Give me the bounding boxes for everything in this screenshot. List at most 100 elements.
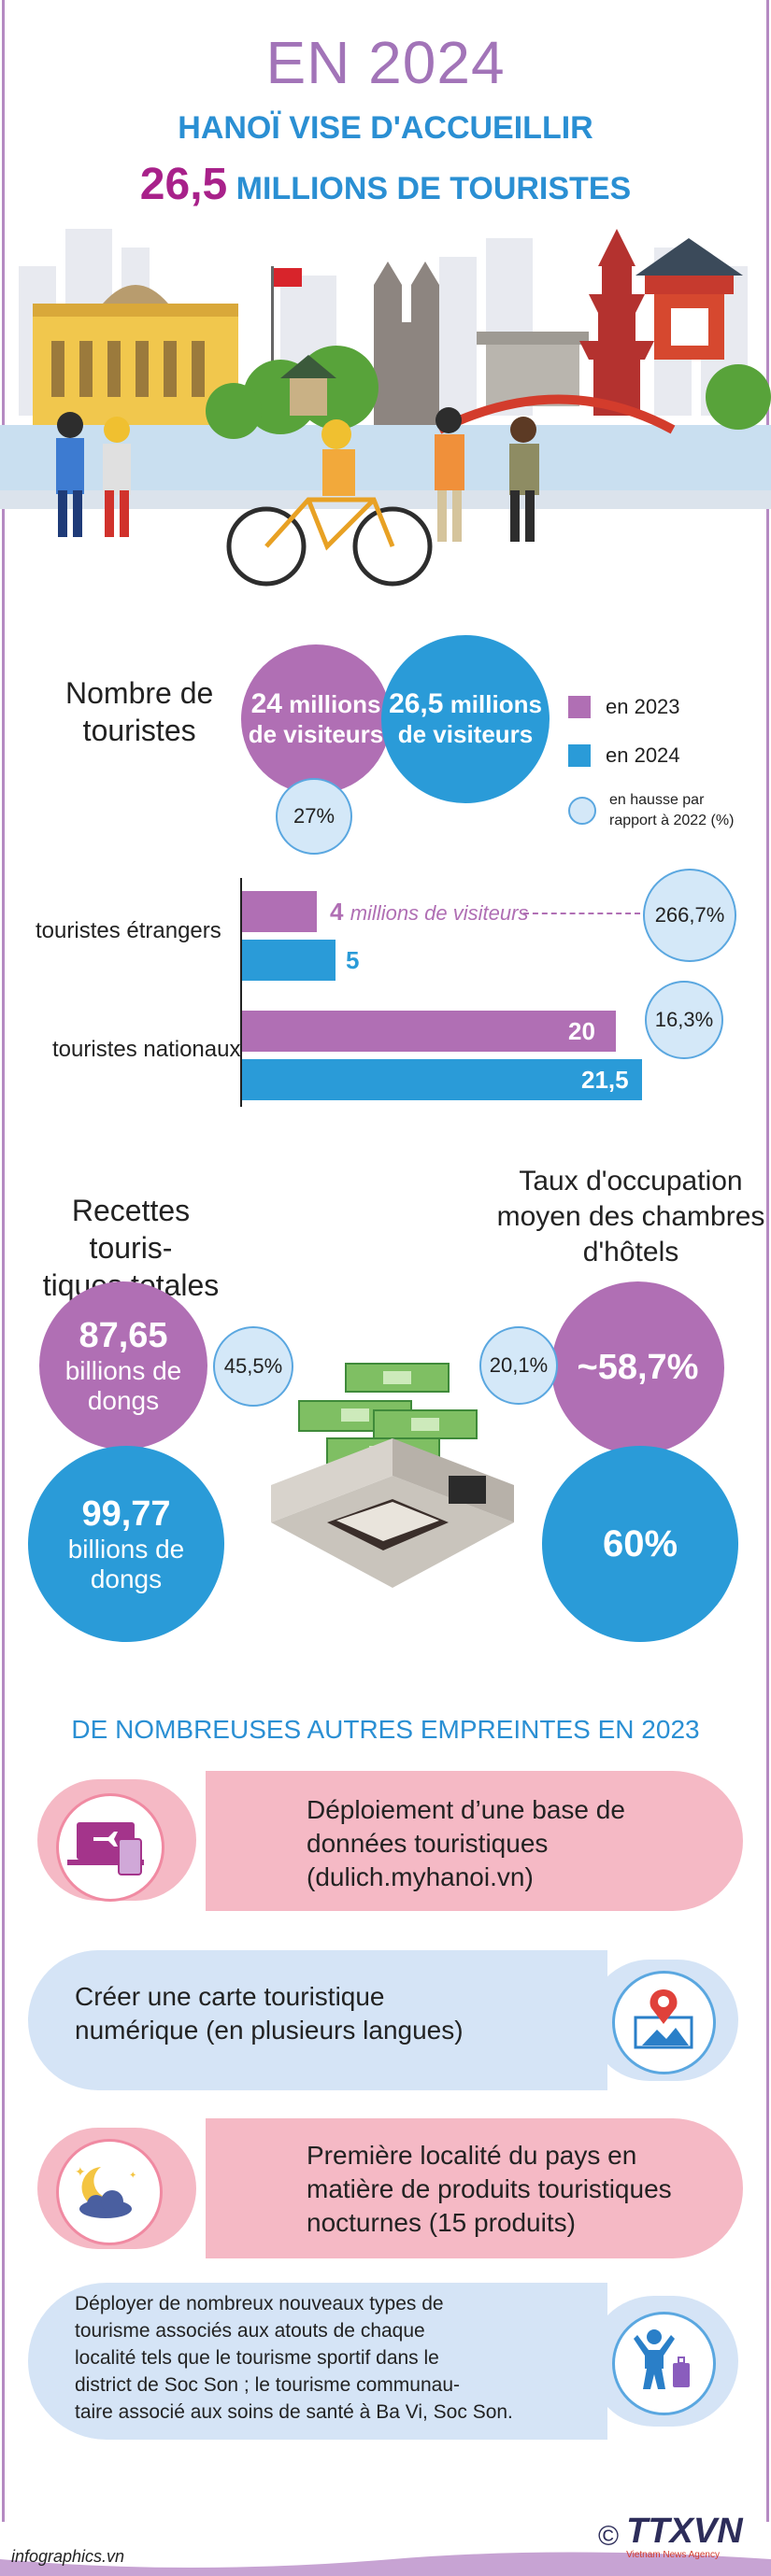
footprint-item-4-line1: Déployer de nombreux nouveaux types de	[75, 2293, 444, 2314]
footprint-item-2-line1: Créer une carte touristique	[75, 1982, 385, 2011]
footprint-item-4-line2: tourisme associés aux atouts de chaque	[75, 2320, 425, 2342]
bar-foreign-2024	[242, 940, 336, 981]
footer-bar	[0, 2522, 771, 2576]
occupancy-2024-value: 60%	[602, 1522, 678, 1564]
visitors-2024-unit: de visiteurs	[397, 720, 534, 748]
footprint-item-4-text: Déployer de nombreux nouveaux types de t…	[75, 2290, 513, 2426]
foreign-growth-circle: 266,7%	[643, 869, 736, 962]
footprint-item-4-bg	[28, 2283, 607, 2440]
footprint-item-1-line1: Déploiement d’une base de	[307, 1795, 625, 1824]
revenue-2023-value: 87,65	[79, 1315, 168, 1355]
revenue-2023-unit1: billions de	[64, 1355, 182, 1385]
footprint-item-4-icon-inner	[612, 2312, 716, 2415]
revenue-2023-circle: 87,65 billions de dongs	[39, 1281, 207, 1450]
footprint-item-1-line2: données touristiques	[307, 1829, 549, 1858]
bar-domestic-2024-value: 21,5	[581, 1066, 629, 1094]
visitors-2024-millions: millions	[450, 690, 542, 718]
footprint-item-3-line3: nocturnes (15 produits)	[307, 2208, 576, 2237]
money-hotel-room-illustration	[271, 1363, 514, 1588]
foreign-2023-number: 4	[330, 898, 344, 926]
bar-foreign-2023-value: 4 millions de visiteurs	[330, 898, 528, 927]
visitors-2023-millions: millions	[289, 690, 381, 718]
revenue-title: Recettes touris- tiques totales	[28, 1192, 234, 1304]
occupancy-title-line2: moyen des chambres	[496, 1201, 765, 1232]
occupancy-title-line3: d'hôtels	[582, 1237, 679, 1267]
revenue-2024-circle: 99,77 billions de dongs	[28, 1446, 224, 1642]
traveler-icon	[634, 2329, 690, 2389]
bar-domestic-2023	[242, 1011, 616, 1052]
revenue-growth-circle: 45,5%	[213, 1326, 293, 1407]
visitors-growth: 27%	[293, 804, 336, 828]
legend-swatch-2023	[568, 696, 591, 718]
subtitle-line2: 26,5 MILLIONS DE TOURISTES	[0, 159, 771, 210]
legend-2024: en 2024	[606, 743, 680, 767]
legend-2023: en 2023	[606, 695, 680, 718]
svg-text:✦: ✦	[129, 2171, 136, 2181]
visitors-2024-circle: 26,5 millions de visiteurs	[381, 635, 550, 803]
legend-swatch-growth	[568, 797, 596, 825]
visitors-2023-number: 24	[250, 688, 282, 719]
occupancy-2023-circle: ~58,7%	[551, 1281, 724, 1454]
footprint-item-3-line2: matière de produits touristiques	[307, 2174, 672, 2203]
subtitle-line1: HANOÏ VISE D'ACCUEILLIR	[178, 110, 593, 146]
footprints-heading: DE NOMBREUSES AUTRES EMPREINTES EN 2023	[71, 1715, 700, 1744]
revenue-2024-value: 99,77	[81, 1493, 171, 1534]
brand-agency: Vietnam News Agency	[626, 2550, 720, 2560]
domestic-growth: 16,3%	[654, 1008, 714, 1031]
foreign-2023-unit: millions de visiteurs	[350, 901, 529, 925]
revenue-title-line1: Recettes touris-	[71, 1194, 191, 1265]
footprint-item-2-text: Créer une carte touristique numérique (e…	[75, 1980, 464, 2047]
subtitle-rest: MILLIONS DE TOURISTES	[236, 171, 632, 206]
map-pin-icon	[634, 1989, 693, 2049]
subtitle-number: 26,5	[139, 160, 228, 209]
visitors-label: Nombre de touristes	[65, 674, 213, 749]
visitors-label-line1: Nombre de	[65, 676, 214, 710]
footer-brand: © TTXVN Vietnam News Agency	[598, 2512, 743, 2561]
svg-text:✦: ✦	[75, 2165, 86, 2180]
legend-growth-line2: rapport à 2022 (%)	[609, 813, 735, 828]
visitors-label-line2: touristes	[82, 714, 196, 747]
occupancy-title: Taux d'occupation moyen des chambres d'h…	[495, 1164, 766, 1270]
footer-wave	[0, 2522, 771, 2576]
brand-name: TTXVN	[626, 2512, 743, 2551]
footprint-item-3-line1: Première localité du pays en	[307, 2141, 637, 2170]
foreign-label: touristes étrangers	[36, 918, 221, 943]
foreign-growth: 266,7%	[654, 903, 725, 927]
footprint-item-1-line3: (dulich.myhanoi.vn)	[307, 1862, 534, 1891]
night-icon: ✦ ✦	[75, 2165, 136, 2218]
footprint-item-2-bg	[28, 1950, 607, 2090]
occupancy-2023-value: ~58,7%	[577, 1348, 699, 1387]
footprint-item-1-text: Déploiement d’une base de données touris…	[307, 1793, 625, 1894]
footprint-item-3-text: Première localité du pays en matière de …	[307, 2139, 672, 2240]
footprint-item-4-line3: localité tels que le tourisme sportif da…	[75, 2347, 439, 2369]
frame-left	[2, 0, 5, 2522]
footprint-item-1-bg	[206, 1771, 743, 1911]
visitors-2024-number: 26,5	[389, 688, 444, 719]
footprint-item-3-bg	[206, 2118, 743, 2258]
revenue-2023-unit2: dongs	[87, 1385, 160, 1415]
bar-axis	[240, 878, 242, 1107]
domestic-growth-circle: 16,3%	[645, 981, 723, 1059]
footprint-item-2-line2: numérique (en plusieurs langues)	[75, 2016, 464, 2045]
bar-foreign-2024-value: 5	[346, 946, 360, 974]
legend-swatch-2024	[568, 744, 591, 767]
frame-right	[766, 0, 769, 2522]
revenue-growth: 45,5%	[223, 1354, 283, 1378]
domestic-label: touristes nationaux	[52, 1037, 241, 1062]
bar-foreign-2023	[242, 891, 317, 932]
visitors-growth-circle: 27%	[276, 778, 352, 855]
footer-site: infographics.vn	[11, 2547, 125, 2566]
legend: en 2023 en 2024 en hausse par rapport à …	[568, 693, 764, 831]
occupancy-title-line1: Taux d'occupation	[519, 1166, 743, 1196]
visitors-2023-unit: de visiteurs	[248, 720, 384, 748]
footprint-item-4-line4: district de Soc Son ; le tourisme commun…	[75, 2374, 461, 2396]
page-title: EN 2024	[265, 29, 506, 96]
visitors-2023-circle: 24 millions de visiteurs	[241, 644, 391, 794]
bar-domestic-2023-value: 20	[568, 1017, 595, 1045]
legend-growth-line1: en hausse par	[609, 792, 705, 808]
copyright-icon: ©	[598, 2521, 620, 2552]
bar-domestic-2024	[242, 1059, 642, 1100]
hanoi-skyline-illustration	[0, 229, 771, 587]
bicycle	[226, 497, 433, 587]
revenue-2024-unit1: billions de	[67, 1534, 185, 1564]
